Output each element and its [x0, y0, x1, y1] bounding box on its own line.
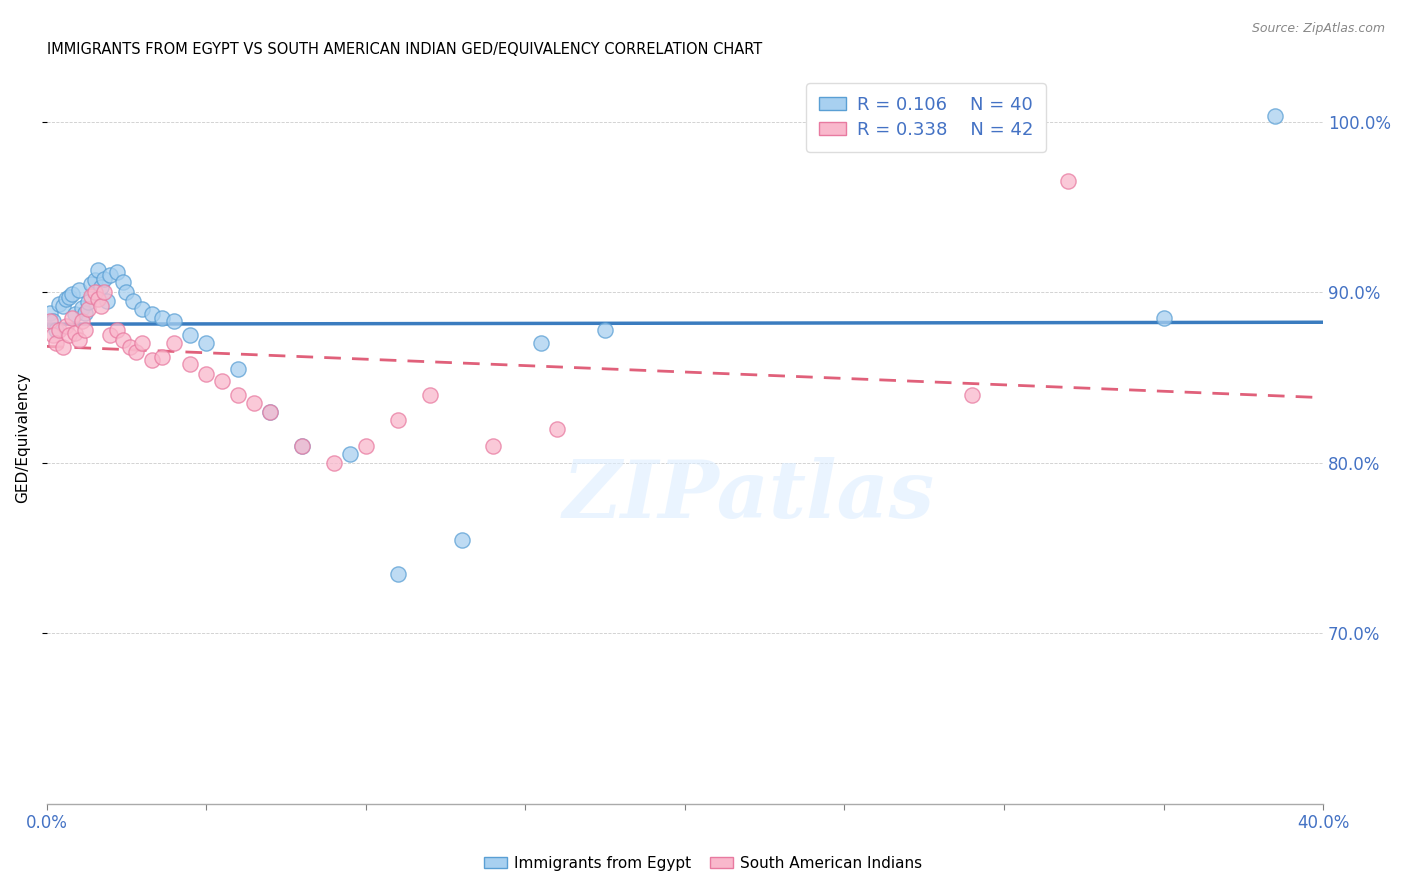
- Point: [322, 456, 344, 470]
- Point: [259, 404, 281, 418]
- Text: ZIPatlas: ZIPatlas: [562, 457, 935, 534]
- Text: IMMIGRANTS FROM EGYPT VS SOUTH AMERICAN INDIAN GED/EQUIVALENCY CORRELATION CHART: IMMIGRANTS FROM EGYPT VS SOUTH AMERICAN …: [46, 42, 762, 57]
- Point: [960, 387, 983, 401]
- Point: [80, 277, 103, 291]
- Point: [163, 314, 186, 328]
- Point: [112, 333, 135, 347]
- Point: [58, 327, 80, 342]
- Point: [118, 340, 141, 354]
- Point: [259, 404, 281, 418]
- Point: [52, 340, 75, 354]
- Point: [195, 336, 218, 351]
- Point: [55, 319, 77, 334]
- Point: [179, 327, 201, 342]
- Point: [339, 447, 361, 461]
- Point: [211, 374, 233, 388]
- Point: [38, 306, 60, 320]
- Point: [112, 275, 135, 289]
- Point: [530, 336, 553, 351]
- Point: [1153, 310, 1175, 325]
- Point: [73, 323, 96, 337]
- Point: [65, 307, 87, 321]
- Point: [58, 290, 80, 304]
- Point: [131, 336, 153, 351]
- Point: [87, 263, 110, 277]
- Point: [87, 292, 110, 306]
- Point: [55, 292, 77, 306]
- Point: [96, 293, 118, 308]
- Point: [482, 439, 505, 453]
- Point: [179, 357, 201, 371]
- Point: [77, 295, 100, 310]
- Point: [105, 323, 128, 337]
- Point: [419, 387, 441, 401]
- Point: [163, 336, 186, 351]
- Point: [243, 396, 266, 410]
- Legend: Immigrants from Egypt, South American Indians: Immigrants from Egypt, South American In…: [478, 850, 928, 877]
- Point: [1264, 110, 1286, 124]
- Point: [42, 327, 65, 342]
- Point: [291, 439, 314, 453]
- Point: [1056, 174, 1078, 188]
- Point: [45, 323, 67, 337]
- Point: [131, 302, 153, 317]
- Point: [70, 314, 93, 328]
- Point: [93, 285, 115, 300]
- Point: [60, 286, 83, 301]
- Point: [105, 265, 128, 279]
- Point: [52, 299, 75, 313]
- Point: [226, 387, 249, 401]
- Point: [48, 297, 70, 311]
- Point: [70, 301, 93, 315]
- Point: [48, 323, 70, 337]
- Point: [93, 271, 115, 285]
- Point: [77, 302, 100, 317]
- Legend: R = 0.106    N = 40, R = 0.338    N = 42: R = 0.106 N = 40, R = 0.338 N = 42: [807, 83, 1046, 152]
- Point: [150, 350, 173, 364]
- Point: [195, 367, 218, 381]
- Point: [387, 566, 409, 581]
- Point: [67, 284, 90, 298]
- Text: Source: ZipAtlas.com: Source: ZipAtlas.com: [1251, 22, 1385, 36]
- Point: [546, 422, 568, 436]
- Point: [150, 310, 173, 325]
- Point: [593, 323, 616, 337]
- Point: [226, 362, 249, 376]
- Point: [42, 314, 65, 328]
- Point: [387, 413, 409, 427]
- Point: [141, 307, 163, 321]
- Point: [100, 268, 122, 282]
- Point: [60, 310, 83, 325]
- Point: [45, 336, 67, 351]
- Point: [83, 285, 105, 300]
- Point: [141, 353, 163, 368]
- Point: [291, 439, 314, 453]
- Point: [83, 273, 105, 287]
- Point: [125, 345, 148, 359]
- Point: [121, 293, 143, 308]
- Point: [90, 280, 112, 294]
- Point: [65, 326, 87, 340]
- Point: [67, 333, 90, 347]
- Point: [450, 533, 472, 547]
- Point: [38, 314, 60, 328]
- Point: [90, 299, 112, 313]
- Point: [100, 327, 122, 342]
- Point: [73, 306, 96, 320]
- Point: [354, 439, 377, 453]
- Point: [115, 285, 138, 300]
- Y-axis label: GED/Equivalency: GED/Equivalency: [15, 372, 30, 503]
- Point: [80, 288, 103, 302]
